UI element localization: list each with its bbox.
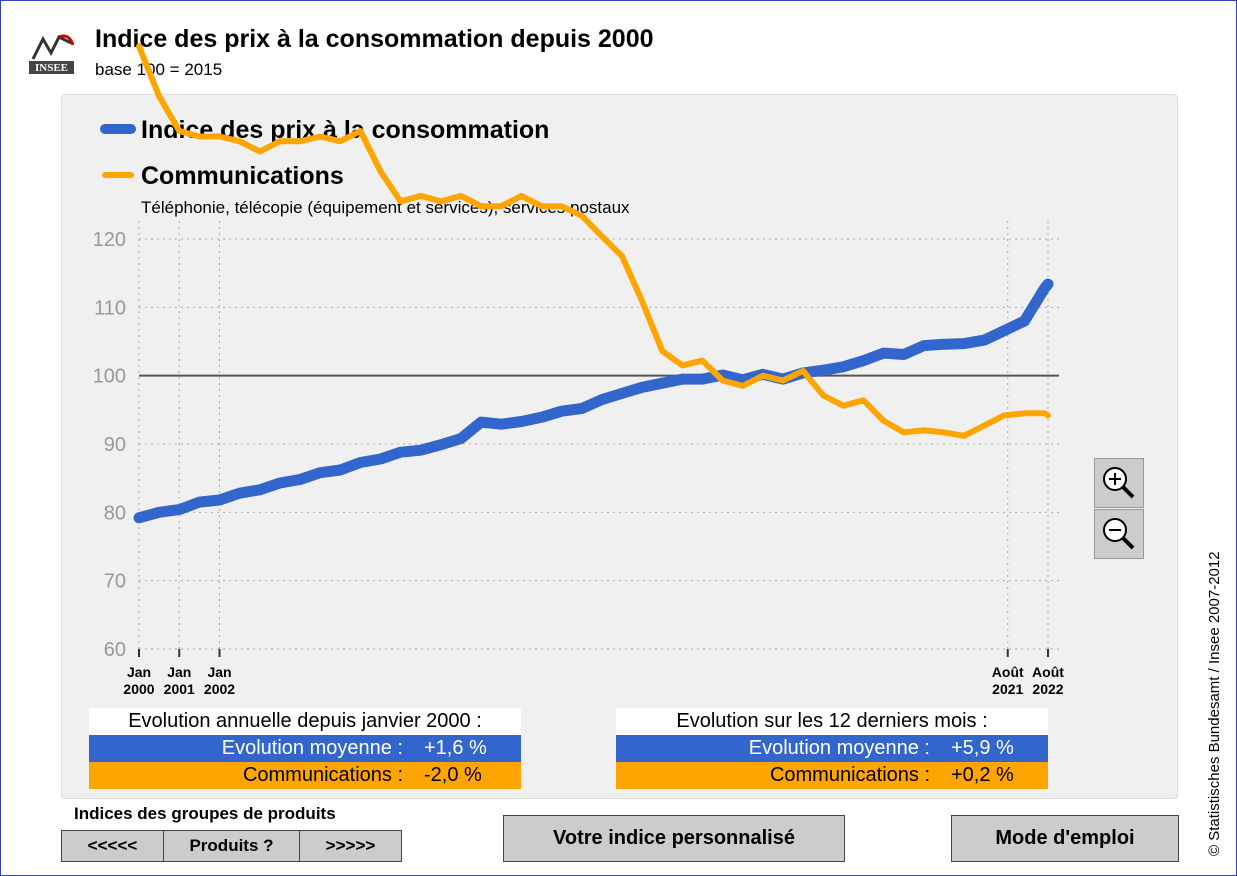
subtitle: base 100 = 2015 xyxy=(95,60,223,79)
stats-value: +1,6 % xyxy=(424,737,487,759)
y-tick-label: 60 xyxy=(104,639,126,661)
copyright: © Statistisches Bundesamt / Insee 2007-2… xyxy=(1206,551,1223,856)
stats-row: Evolution moyenne : +1,6 % xyxy=(89,735,521,762)
custom-index-button[interactable]: Votre indice personnalisé xyxy=(503,815,845,862)
x-tick-label: Jan 2001 xyxy=(163,664,195,697)
stats-label: Evolution moyenne : xyxy=(221,737,403,759)
x-tick-label: Jan 2002 xyxy=(203,664,236,697)
stats-row: Evolution moyenne : +5,9 % xyxy=(616,735,1048,762)
zoom-out-button[interactable] xyxy=(1094,509,1144,559)
stats-title: Evolution sur les 12 derniers mois : xyxy=(616,708,1048,735)
help-button[interactable]: Mode d'emploi xyxy=(951,815,1179,862)
logo: INSEE xyxy=(29,29,74,74)
zoom-in-icon xyxy=(1103,467,1135,499)
y-tick-label: 100 xyxy=(93,366,126,388)
stats-row: Communications : -2,0 % xyxy=(89,762,521,789)
nav-button[interactable]: <<<<< xyxy=(61,830,164,862)
stats-value: +5,9 % xyxy=(951,737,1014,759)
data-line xyxy=(133,278,1054,524)
stats-value: +0,2 % xyxy=(951,764,1014,786)
zoom-in-button[interactable] xyxy=(1094,458,1144,508)
y-tick-label: 120 xyxy=(93,229,126,251)
data-line xyxy=(136,43,1051,439)
stats-title: Evolution annuelle depuis janvier 2000 : xyxy=(89,708,521,735)
x-tick-label: Jan 2000 xyxy=(123,664,155,697)
stats-row: Communications : +0,2 % xyxy=(616,762,1048,789)
chart-panel xyxy=(61,94,1178,799)
y-tick-label: 80 xyxy=(104,502,126,524)
legend-label: Communications xyxy=(141,162,344,190)
stats-table: Evolution sur les 12 derniers mois : Evol… xyxy=(616,708,1048,789)
stats-table: Evolution annuelle depuis janvier 2000 :… xyxy=(89,708,521,789)
nav-title: Indices des groupes de produits xyxy=(74,804,336,823)
logo-text: INSEE xyxy=(35,62,68,74)
stats-value: -2,0 % xyxy=(424,764,482,786)
title: Indice des prix à la consommation depuis… xyxy=(95,25,654,53)
stats-label: Communications : xyxy=(242,764,403,786)
nav-button[interactable]: Produits ? xyxy=(163,830,300,862)
y-tick-label: 110 xyxy=(94,297,126,319)
stats-label: Communications : xyxy=(769,764,930,786)
zoom-out-icon xyxy=(1103,518,1135,550)
y-tick-label: 70 xyxy=(104,571,126,593)
stats-label: Evolution moyenne : xyxy=(748,737,930,759)
y-tick-label: 90 xyxy=(104,434,126,456)
nav-button[interactable]: >>>>> xyxy=(299,830,402,862)
x-tick-label: Août 2021 xyxy=(991,664,1024,697)
x-tick-label: Août 2022 xyxy=(1032,664,1064,697)
